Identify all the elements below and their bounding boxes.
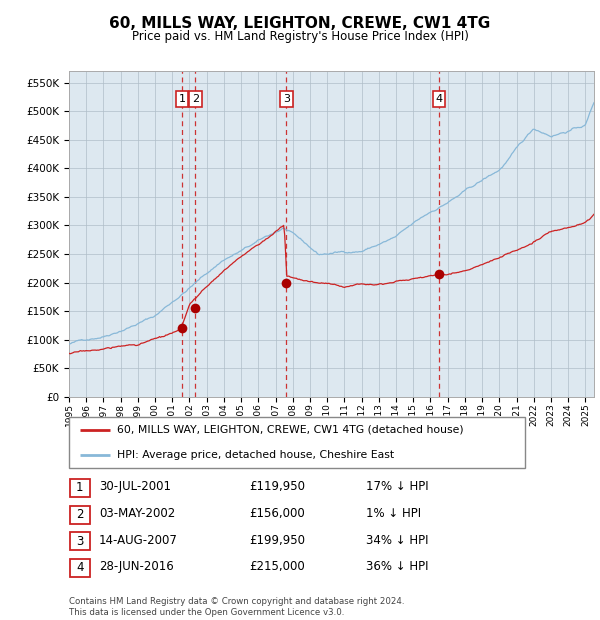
Text: Price paid vs. HM Land Registry's House Price Index (HPI): Price paid vs. HM Land Registry's House … [131, 30, 469, 43]
Text: 28-JUN-2016: 28-JUN-2016 [99, 560, 174, 573]
Text: 03-MAY-2002: 03-MAY-2002 [99, 507, 175, 520]
FancyBboxPatch shape [70, 559, 89, 577]
Text: £215,000: £215,000 [249, 560, 305, 573]
Text: 4: 4 [436, 94, 442, 104]
Text: 60, MILLS WAY, LEIGHTON, CREWE, CW1 4TG (detached house): 60, MILLS WAY, LEIGHTON, CREWE, CW1 4TG … [117, 425, 464, 435]
Text: 3: 3 [283, 94, 290, 104]
Text: 1% ↓ HPI: 1% ↓ HPI [366, 507, 421, 520]
Text: Contains HM Land Registry data © Crown copyright and database right 2024.
This d: Contains HM Land Registry data © Crown c… [69, 598, 404, 617]
FancyBboxPatch shape [69, 417, 525, 468]
Text: 17% ↓ HPI: 17% ↓ HPI [366, 480, 428, 493]
Text: £199,950: £199,950 [249, 534, 305, 546]
Text: 1: 1 [179, 94, 185, 104]
Text: HPI: Average price, detached house, Cheshire East: HPI: Average price, detached house, Ches… [117, 450, 394, 461]
Text: 2: 2 [192, 94, 199, 104]
FancyBboxPatch shape [70, 533, 89, 550]
Text: £156,000: £156,000 [249, 507, 305, 520]
Text: 1: 1 [76, 482, 83, 494]
Text: 14-AUG-2007: 14-AUG-2007 [99, 534, 178, 546]
Text: £119,950: £119,950 [249, 480, 305, 493]
FancyBboxPatch shape [70, 506, 89, 523]
Text: 34% ↓ HPI: 34% ↓ HPI [366, 534, 428, 546]
Text: 3: 3 [76, 535, 83, 547]
Text: 2: 2 [76, 508, 83, 521]
Text: 30-JUL-2001: 30-JUL-2001 [99, 480, 171, 493]
Text: 4: 4 [76, 562, 83, 574]
Text: 60, MILLS WAY, LEIGHTON, CREWE, CW1 4TG: 60, MILLS WAY, LEIGHTON, CREWE, CW1 4TG [109, 16, 491, 30]
Text: 36% ↓ HPI: 36% ↓ HPI [366, 560, 428, 573]
FancyBboxPatch shape [70, 479, 89, 497]
